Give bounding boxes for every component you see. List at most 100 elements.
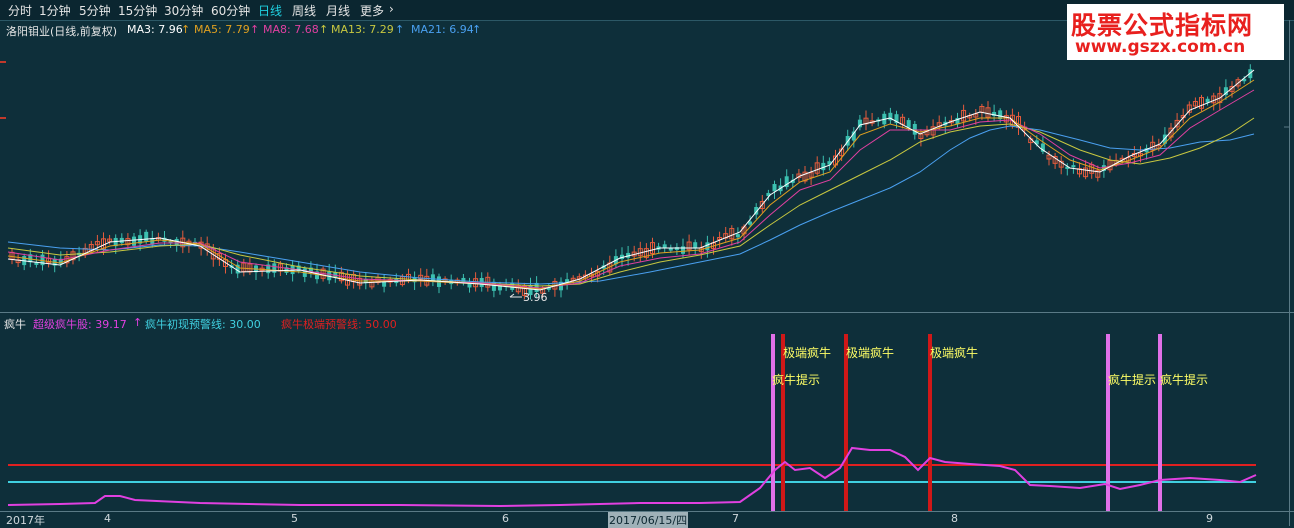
hint-signal-bar	[1106, 334, 1110, 511]
super-bull-curve	[7, 446, 1257, 508]
candle-body	[125, 238, 131, 246]
candle-body	[290, 265, 295, 275]
candle-body	[992, 111, 997, 116]
tab-fenshi[interactable]: 分时	[8, 4, 33, 18]
date-axis-label: 5	[291, 512, 298, 525]
candle-body	[693, 242, 698, 249]
tab-15min[interactable]: 15分钟	[118, 4, 158, 18]
candle-body	[418, 274, 424, 280]
arrow-up-icon: ↑	[319, 23, 329, 36]
candle-body	[790, 179, 795, 183]
signal-label-hint: 疯牛提示	[1108, 373, 1157, 387]
candle-body	[1034, 140, 1039, 145]
candle-body	[857, 119, 862, 128]
signal-label-extreme: 极端疯牛	[783, 346, 832, 360]
watermark-title: 股票公式指标网	[1071, 11, 1254, 40]
candle-body	[40, 254, 45, 266]
candle-body	[766, 192, 771, 197]
tab-monthly[interactable]: 月线	[326, 4, 351, 18]
date-axis-label: 6	[502, 512, 509, 525]
candle-body	[1058, 160, 1064, 168]
candle-body	[784, 176, 789, 188]
period-toolbar: 分时 1分钟 5分钟 15分钟 30分钟 60分钟 日线 周线 月线 更多 ›	[0, 0, 1294, 20]
candle-body	[70, 251, 76, 261]
candle-body	[491, 281, 496, 291]
candle-body	[1186, 104, 1192, 113]
candle-body	[1101, 165, 1106, 171]
low-price-label: 3.96	[523, 291, 548, 304]
tab-more[interactable]: 更多	[360, 4, 385, 18]
signal-label-hint: 疯牛提示	[1160, 373, 1209, 387]
candle-body	[662, 244, 667, 248]
candle-body	[119, 237, 124, 244]
candle-body	[674, 247, 679, 250]
candle-body	[1077, 168, 1082, 175]
candle-body	[1235, 79, 1241, 87]
candle-body	[382, 281, 387, 287]
candle-body	[808, 172, 814, 178]
extreme-signal-bar	[928, 334, 932, 511]
candle-body	[144, 231, 149, 242]
tab-daily[interactable]: 日线	[258, 4, 283, 18]
candle-body	[906, 120, 911, 128]
candle-body	[754, 206, 759, 215]
ma5-label: MA5: 7.79	[194, 23, 250, 36]
candle-body	[998, 110, 1003, 120]
candle-body	[1071, 165, 1076, 168]
extreme-warning-value: 疯牛极端预警线: 50.00	[281, 318, 397, 331]
watermark-url: www.gszx.com.cn	[1075, 37, 1246, 57]
candle-body	[28, 254, 33, 263]
candle-body	[668, 247, 673, 251]
candle-body	[686, 241, 692, 251]
tab-5min[interactable]: 5分钟	[79, 4, 111, 18]
tab-weekly[interactable]: 周线	[292, 4, 317, 18]
arrow-up-icon: ↑	[181, 23, 191, 36]
candle-body	[973, 113, 979, 118]
candle-body	[985, 107, 991, 118]
candle-body	[467, 282, 472, 288]
candle-body	[1144, 148, 1149, 153]
extreme-signal-bar	[781, 334, 785, 511]
ma21-label: MA21: 6.94	[411, 23, 474, 36]
candle-body	[296, 265, 301, 272]
candle-body	[498, 284, 502, 291]
candle-body	[888, 112, 893, 121]
chevron-right-icon[interactable]: ›	[389, 2, 394, 16]
candle-body	[681, 246, 685, 254]
hint-signal-bar	[1158, 334, 1162, 511]
candle-body	[1205, 98, 1210, 103]
candle-body	[1223, 87, 1228, 96]
candle-body	[357, 277, 363, 286]
candle-body	[802, 171, 808, 182]
tab-1min[interactable]: 1分钟	[39, 4, 71, 18]
tab-60min[interactable]: 60分钟	[211, 4, 251, 18]
tab-30min[interactable]: 30分钟	[164, 4, 204, 18]
ma5-line	[7, 79, 1255, 290]
ma8-line	[7, 89, 1255, 289]
candle-body	[272, 263, 277, 273]
signal-label-extreme: 极端疯牛	[846, 346, 895, 360]
candle-body	[930, 126, 936, 136]
candle-body	[961, 109, 967, 122]
ma3-line	[7, 69, 1255, 291]
candle-body	[620, 254, 624, 259]
candle-body	[1040, 143, 1045, 152]
candle-body	[894, 114, 899, 124]
candle-body	[717, 237, 723, 241]
candle-body	[1065, 166, 1070, 169]
candle-body	[132, 236, 136, 246]
candle-body	[827, 161, 832, 165]
candle-body	[650, 242, 655, 255]
candle-body	[266, 264, 271, 274]
candle-body	[705, 242, 710, 251]
initial-warning-value: 疯牛初现预警线: 30.00	[145, 318, 261, 331]
arrow-up-icon: ↑	[395, 23, 405, 36]
arrow-up-icon: ↑	[472, 23, 482, 36]
stock-title: 洛阳钼业(日线,前复权)	[6, 25, 118, 38]
candle-body	[748, 221, 753, 225]
candle-body	[315, 271, 319, 280]
candle-body	[759, 201, 765, 210]
candle-body	[559, 281, 563, 291]
candle-body	[94, 241, 100, 246]
